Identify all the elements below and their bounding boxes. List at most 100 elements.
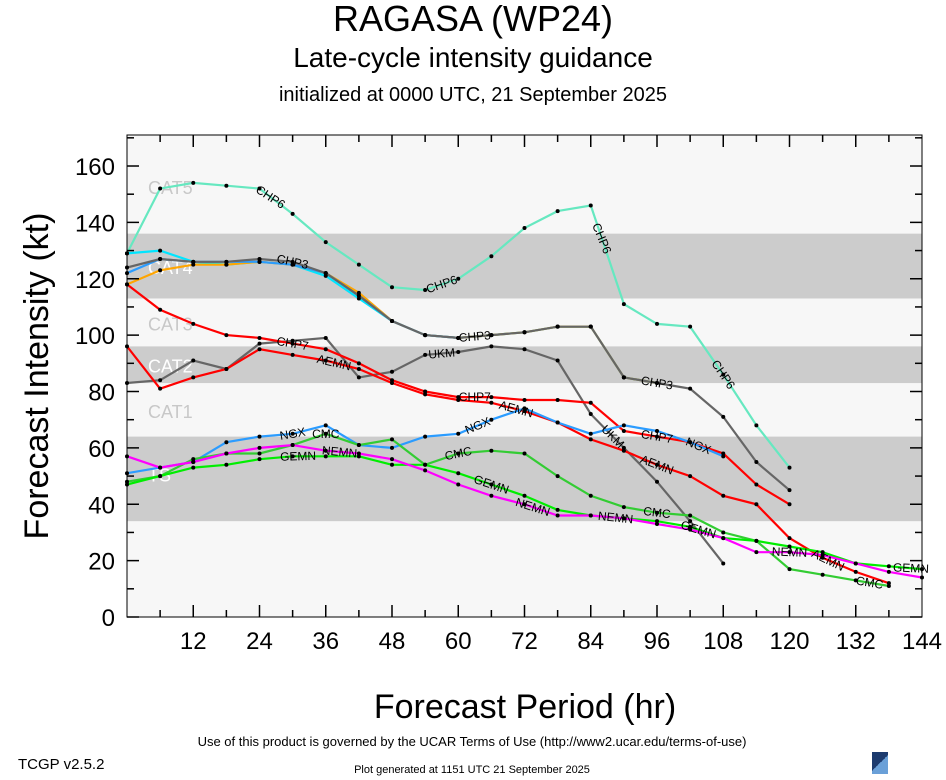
data-point-gemn xyxy=(655,519,659,524)
data-point-chp7 xyxy=(555,397,560,402)
data-point-series-3 xyxy=(290,262,295,267)
data-point-chp7 xyxy=(754,482,759,487)
series-label-cmc: CMC xyxy=(855,573,885,591)
data-point-aemn xyxy=(886,581,891,586)
series-label-chp3: CHP3 xyxy=(458,328,491,345)
data-point-chp6 xyxy=(688,324,693,329)
data-point-nemn xyxy=(224,451,229,456)
data-point-chp3 xyxy=(787,488,792,493)
data-point-nemn xyxy=(886,569,891,574)
x-tick-label: 120 xyxy=(769,628,809,655)
data-point-cmc xyxy=(655,510,659,515)
data-point-chp6 xyxy=(224,183,229,188)
data-point-ukm xyxy=(257,341,262,346)
data-point-aemn xyxy=(423,392,428,397)
data-point-ukm xyxy=(489,344,494,349)
data-point-gemn xyxy=(787,544,792,549)
data-point-cmc xyxy=(257,451,262,456)
data-point-chp6 xyxy=(655,321,659,326)
data-point-chp6 xyxy=(290,211,295,216)
terms-of-use: Use of this product is governed by the U… xyxy=(197,734,747,749)
data-point-gemn xyxy=(290,454,295,459)
data-point-aemn xyxy=(688,474,693,479)
data-point-nemn xyxy=(290,443,295,448)
chart-init-time: initialized at 0000 UTC, 21 September 20… xyxy=(278,84,667,106)
series-line-aemn xyxy=(126,345,890,585)
data-point-gemn xyxy=(224,462,229,467)
data-point-chp3 xyxy=(423,333,428,338)
data-point-chp6 xyxy=(489,254,494,259)
data-point-gemn xyxy=(456,471,461,476)
data-point-chp7 xyxy=(621,428,626,433)
y-tick-label: 20 xyxy=(88,549,115,576)
data-point-ukm xyxy=(158,378,163,383)
data-point-chp6 xyxy=(621,302,626,307)
data-point-nemn xyxy=(390,457,394,462)
series-label-cmc: CMC xyxy=(643,504,672,521)
series-label-chp7: CHP7 xyxy=(640,427,674,446)
data-point-cmc xyxy=(787,567,792,572)
data-point-chp6 xyxy=(390,285,394,290)
x-axis-label: Forecast Period (hr) xyxy=(374,688,676,726)
category-label-cat2: CAT2 xyxy=(148,357,193,377)
data-point-ukm xyxy=(323,335,328,340)
data-point-chp3 xyxy=(390,319,394,324)
data-point-gemn xyxy=(191,465,196,470)
x-tick-label: 48 xyxy=(379,628,406,655)
data-point-chp3 xyxy=(522,330,527,335)
data-point-chp6 xyxy=(754,423,759,428)
data-point-ngx xyxy=(721,454,726,459)
data-point-series-1 xyxy=(323,273,328,278)
data-point-nemn xyxy=(522,502,527,507)
data-point-cmc xyxy=(820,572,825,577)
data-point-cmc xyxy=(191,457,196,462)
version-label: TCGP v2.5.2 xyxy=(18,756,105,773)
data-point-aemn xyxy=(290,352,295,357)
data-point-chp7 xyxy=(456,395,461,400)
data-point-ngx xyxy=(290,431,295,436)
data-point-chp7 xyxy=(158,307,163,312)
data-point-gemn xyxy=(323,454,328,459)
y-axis-label: Forecast Intensity (kt) xyxy=(18,213,56,540)
data-point-nemn xyxy=(820,552,825,557)
data-point-nemn xyxy=(688,527,693,532)
data-point-aemn xyxy=(158,386,163,391)
data-point-ukm xyxy=(290,338,295,343)
data-point-aemn xyxy=(224,366,229,371)
data-point-nemn xyxy=(655,521,659,526)
series-label-chp7: CHP7 xyxy=(459,390,491,404)
data-point-aemn xyxy=(257,347,262,352)
data-point-cmc xyxy=(721,530,726,535)
y-tick-label: 60 xyxy=(88,436,115,463)
category-band-cat4 xyxy=(127,233,922,299)
data-point-ukm xyxy=(588,412,593,417)
data-point-ngx xyxy=(257,434,262,439)
data-point-chp6 xyxy=(456,276,461,281)
data-point-gemn xyxy=(688,524,693,529)
x-tick-label: 72 xyxy=(511,628,538,655)
data-point-series-1 xyxy=(356,296,361,301)
data-point-ukm xyxy=(655,479,659,484)
data-point-gemn xyxy=(886,564,891,569)
data-point-cmc xyxy=(555,474,560,479)
data-point-ukm xyxy=(390,369,394,374)
data-point-chp7 xyxy=(390,378,394,383)
data-point-chp6 xyxy=(787,465,792,470)
series-label-ngx: NGX xyxy=(279,425,307,443)
data-point-cmc xyxy=(853,578,858,583)
category-band-ts xyxy=(127,436,922,522)
series-label-cmc: CMC xyxy=(312,427,340,441)
category-label-cat5: CAT5 xyxy=(148,178,193,198)
chart-subtitle: Late-cycle intensity guidance xyxy=(293,42,653,73)
data-point-series-2 xyxy=(224,262,229,267)
data-point-cmc xyxy=(356,443,361,448)
data-point-chp3 xyxy=(555,324,560,329)
axes: 0 20 40 60 80 100 120 140 160 12 24 36 48 60 72 84 96 108… xyxy=(75,134,942,655)
data-point-nemn xyxy=(456,482,461,487)
data-point-ngx xyxy=(655,428,659,433)
data-point-nemn xyxy=(323,448,328,453)
x-tick-label: 144 xyxy=(902,628,942,655)
data-point-chp3 xyxy=(621,375,626,380)
data-point-series-1 xyxy=(158,248,163,253)
